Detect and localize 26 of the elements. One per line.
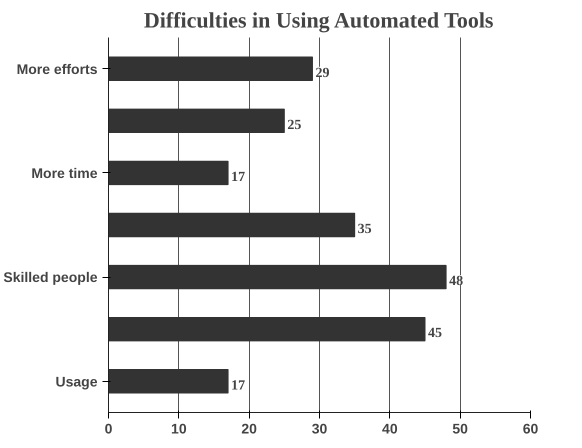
data-label: 48: [449, 274, 464, 290]
data-label: 17: [231, 378, 246, 394]
data-label: 45: [428, 326, 442, 342]
x-tick-label: 40: [382, 420, 398, 436]
bar: [108, 264, 447, 290]
data-label: 29: [315, 66, 330, 81]
x-tick-label: 0: [104, 420, 113, 436]
x-tick-label: 30: [312, 420, 328, 436]
x-tick-label: 60: [522, 420, 538, 436]
bar: [108, 369, 229, 394]
x-tick-label: 20: [241, 420, 258, 436]
y-tick-label: Usage: [55, 373, 98, 390]
y-tick-label: Skilled people: [3, 269, 98, 286]
y-tick-label: More time: [31, 164, 98, 181]
y-tick-label: More efforts: [16, 60, 98, 77]
x-tick-label: 50: [452, 420, 468, 436]
bar: [108, 160, 229, 186]
data-label: 17: [231, 170, 246, 185]
data-label: 25: [287, 118, 302, 133]
bar: [108, 212, 356, 238]
x-tick-label: 10: [171, 420, 187, 436]
bar: [108, 316, 426, 342]
bar: [108, 108, 285, 134]
chart-title: Difficulties in Using Automated Tools: [144, 8, 494, 32]
bar: [108, 56, 313, 81]
data-label: 35: [358, 222, 372, 237]
